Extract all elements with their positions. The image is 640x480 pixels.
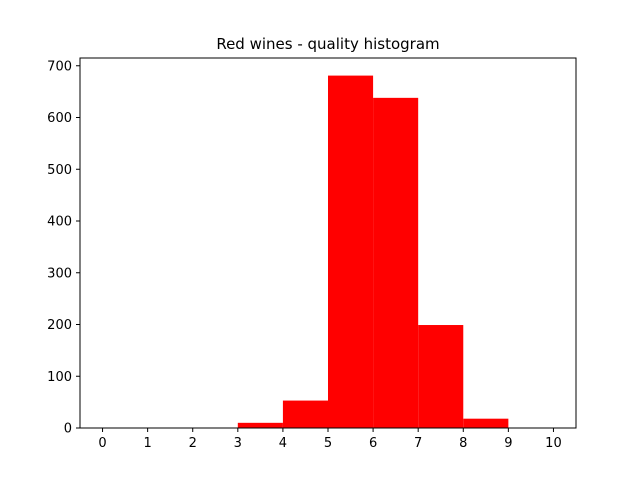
- histogram-bar-4-5: [282, 400, 328, 428]
- y-axis: 0 100 200 300 400 500 600 700: [47, 59, 80, 437]
- bars-group: [237, 75, 509, 428]
- x-tick-label: 0: [98, 436, 106, 451]
- chart-title: Red wines - quality histogram: [216, 35, 439, 53]
- y-tick-label: 0: [64, 422, 72, 437]
- x-tick-label: 6: [369, 436, 377, 451]
- y-tick-label: 300: [47, 266, 72, 281]
- x-tick-label: 10: [545, 436, 562, 451]
- histogram-bar-7-8: [418, 325, 464, 428]
- x-tick-label: 8: [459, 436, 467, 451]
- y-tick-label: 600: [47, 111, 72, 126]
- x-tick-label: 1: [143, 436, 151, 451]
- y-tick-label: 700: [47, 59, 72, 74]
- x-tick-label: 4: [279, 436, 287, 451]
- x-axis: 0 1 2 3 4 5 6 7 8 9 10: [98, 428, 562, 451]
- histogram-bar-8-9: [463, 418, 509, 428]
- y-tick-label: 400: [47, 215, 72, 230]
- y-tick-label: 100: [47, 370, 72, 385]
- x-tick-label: 2: [189, 436, 197, 451]
- plot-frame: [79, 57, 577, 429]
- histogram-bar-5-6: [328, 75, 374, 428]
- x-tick-label: 3: [234, 436, 242, 451]
- y-tick-label: 200: [47, 318, 72, 333]
- histogram-bar-6-7: [373, 97, 419, 428]
- x-tick-label: 5: [324, 436, 332, 451]
- histogram-bar-3-4: [237, 422, 283, 428]
- x-tick-label: 7: [414, 436, 422, 451]
- y-tick-label: 500: [47, 163, 72, 178]
- x-tick-label: 9: [504, 436, 512, 451]
